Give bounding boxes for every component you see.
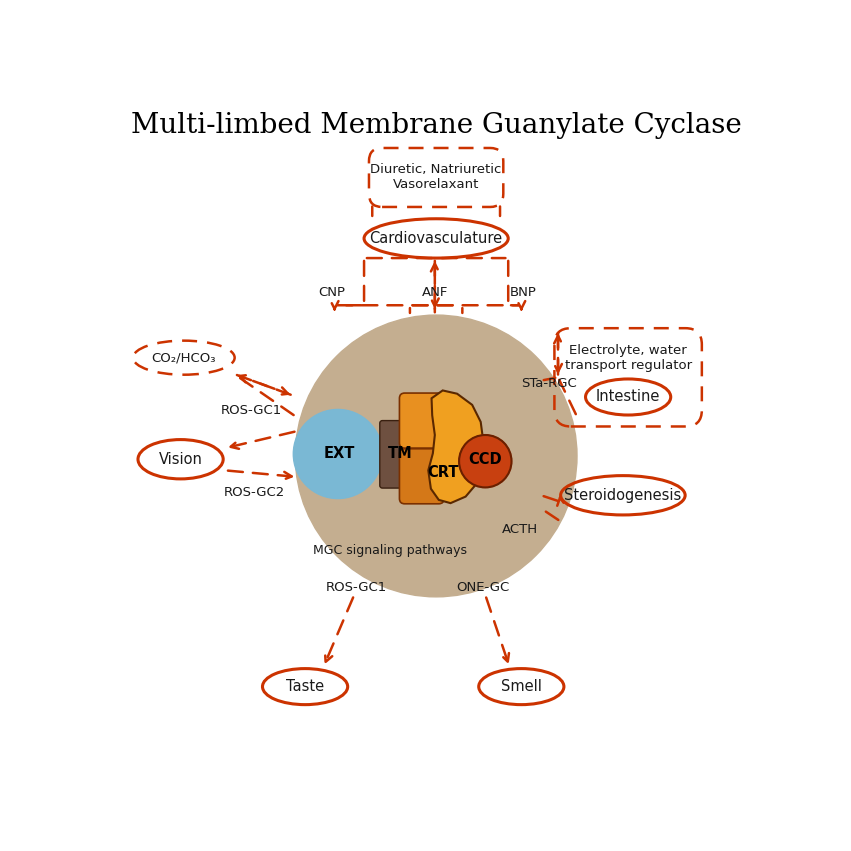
Text: ROS-GC1: ROS-GC1 (326, 580, 387, 593)
Text: ONE-GC: ONE-GC (457, 580, 510, 593)
Text: Taste: Taste (286, 679, 324, 694)
Polygon shape (428, 391, 483, 503)
Text: BNP: BNP (510, 286, 537, 299)
Text: CRT: CRT (427, 465, 459, 480)
Text: ROS-GC2: ROS-GC2 (223, 486, 284, 499)
Text: ROS-GC1: ROS-GC1 (220, 403, 282, 417)
Text: CCD: CCD (468, 452, 502, 466)
Text: CNP: CNP (317, 286, 345, 299)
Text: Vision: Vision (158, 452, 203, 466)
Text: Electrolyte, water
transport regulator: Electrolyte, water transport regulator (564, 344, 692, 372)
Text: CO₂/HCO₃: CO₂/HCO₃ (151, 351, 216, 364)
Text: ACTH: ACTH (502, 523, 538, 536)
Text: Smell: Smell (501, 679, 542, 694)
Text: MGC signaling pathways: MGC signaling pathways (313, 544, 467, 557)
Text: Steroidogenesis: Steroidogenesis (564, 488, 682, 503)
Circle shape (295, 315, 577, 597)
Circle shape (459, 435, 511, 488)
Text: Cardiovasculature: Cardiovasculature (369, 231, 503, 246)
Text: Diuretic, Natriuretic
Vasorelaxant: Diuretic, Natriuretic Vasorelaxant (370, 163, 502, 191)
FancyBboxPatch shape (399, 393, 444, 448)
Text: ANF: ANF (421, 286, 448, 299)
Text: Intestine: Intestine (596, 390, 660, 404)
Text: STa-RGC: STa-RGC (521, 377, 577, 391)
Text: EXT: EXT (323, 447, 355, 461)
Text: Multi-limbed Membrane Guanylate Cyclase: Multi-limbed Membrane Guanylate Cyclase (131, 111, 741, 139)
FancyBboxPatch shape (399, 448, 444, 504)
Text: TM: TM (388, 447, 413, 461)
FancyBboxPatch shape (380, 420, 411, 488)
Circle shape (294, 409, 382, 499)
